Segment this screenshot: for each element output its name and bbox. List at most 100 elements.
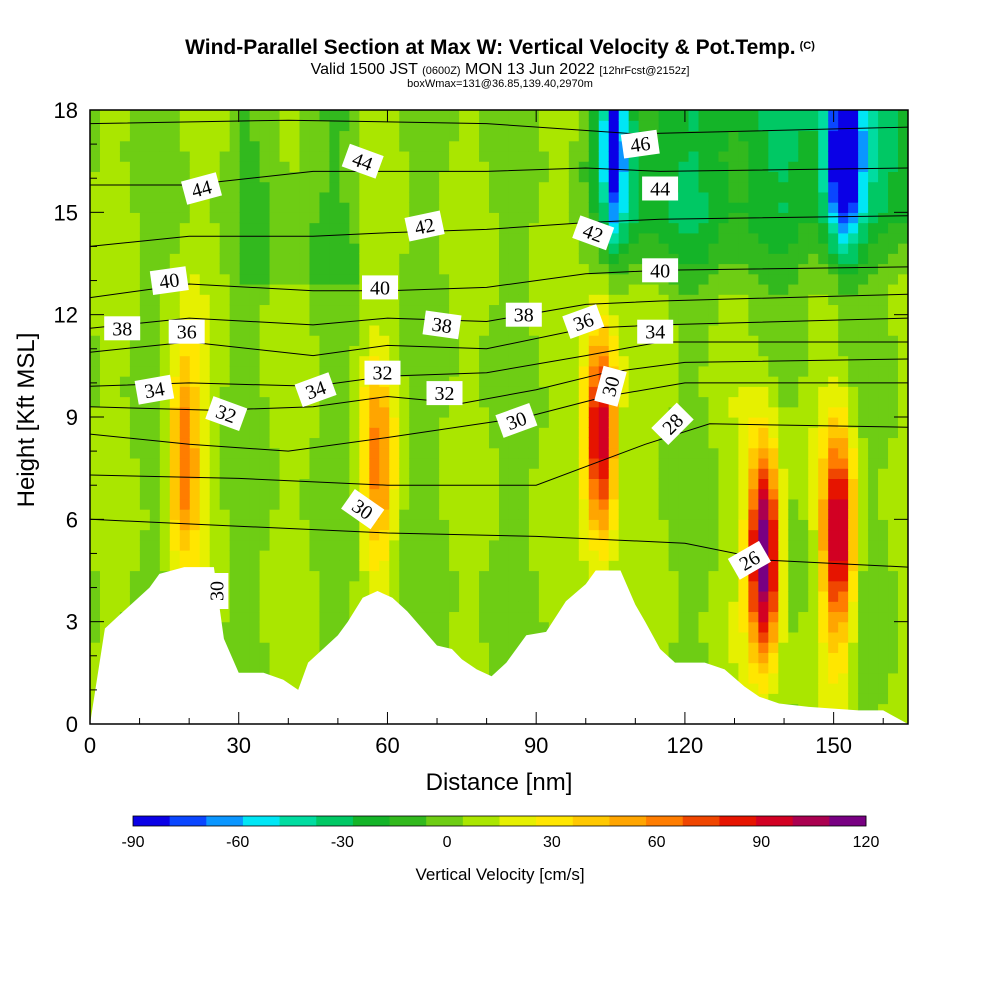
shade-cell: [249, 509, 261, 520]
shade-cell: [508, 243, 520, 254]
shade-cell: [838, 570, 849, 582]
shade-cell: [558, 580, 570, 592]
shade-cell: [828, 376, 839, 387]
shade-cell: [828, 519, 839, 531]
shade-cell: [179, 222, 191, 234]
shade-cell: [389, 488, 400, 500]
shade-cell: [508, 212, 520, 224]
shade-cell: [588, 191, 600, 203]
shade-cell: [269, 161, 281, 172]
shade-cell: [469, 273, 480, 285]
shade-cell: [99, 601, 111, 613]
shade-cell: [678, 222, 690, 234]
shade-cell: [279, 386, 291, 398]
shade-cell: [329, 457, 340, 469]
shade-cell: [119, 345, 131, 357]
shade-cell: [668, 611, 680, 623]
shade-cell: [828, 509, 839, 520]
shade-cell: [888, 386, 899, 398]
shade-cell: [189, 120, 201, 132]
shade-cell: [878, 191, 889, 203]
shade-cell: [239, 243, 251, 254]
shade-cell: [439, 447, 450, 459]
shade-cell: [469, 304, 480, 316]
shade-cell: [758, 253, 769, 265]
shade-cell: [788, 406, 799, 418]
shade-cell: [598, 468, 610, 479]
shade-cell: [678, 437, 690, 449]
shade-cell: [708, 365, 720, 377]
shade-cell: [758, 457, 769, 469]
shade-cell: [578, 478, 590, 490]
shade-cell: [249, 539, 261, 551]
shade-cell: [139, 365, 151, 377]
shade-cell: [109, 376, 121, 387]
shade-cell: [838, 437, 849, 449]
shade-cell: [329, 335, 340, 346]
shade-cell: [878, 468, 889, 479]
shade-cell: [848, 150, 859, 162]
shade-cell: [189, 529, 201, 541]
shade-cell: [718, 498, 730, 510]
shade-cell: [479, 560, 490, 572]
shade-cell: [728, 110, 740, 121]
shade-cell: [119, 498, 131, 510]
shade-cell: [858, 110, 869, 121]
shade-cell: [548, 294, 560, 306]
shade-cell: [688, 355, 700, 367]
shade-cell: [858, 355, 869, 367]
shade-cell: [778, 488, 789, 500]
shade-cell: [249, 478, 261, 490]
shade-cell: [718, 560, 730, 572]
shade-cell: [628, 468, 640, 479]
shade-cell: [259, 150, 271, 162]
shade-cell: [788, 498, 799, 510]
shade-cell: [319, 304, 331, 316]
shade-cell: [828, 345, 839, 357]
shade-cell: [429, 181, 440, 193]
shade-cell: [309, 140, 321, 152]
shade-cell: [399, 120, 410, 132]
shade-cell: [768, 406, 779, 418]
shade-cell: [309, 202, 321, 213]
shade-cell: [229, 488, 241, 500]
shade-cell: [558, 488, 570, 500]
shade-cell: [728, 662, 740, 674]
shade-cell: [548, 171, 560, 183]
shade-cell: [219, 519, 231, 531]
shade-cell: [209, 365, 221, 377]
shade-cell: [99, 580, 111, 592]
shade-cell: [189, 539, 201, 551]
shade-cell: [429, 345, 440, 357]
shade-cell: [698, 642, 710, 653]
shade-cell: [439, 437, 450, 449]
shade-cell: [828, 355, 839, 367]
shade-cell: [568, 130, 580, 142]
shade-cell: [279, 478, 291, 490]
shade-cell: [269, 181, 281, 193]
shade-cell: [449, 335, 460, 346]
shade-cell: [858, 468, 869, 479]
shade-cell: [359, 181, 370, 193]
shade-cell: [339, 283, 350, 295]
shade-cell: [269, 611, 281, 623]
shade-cell: [768, 161, 779, 172]
shade-cell: [459, 550, 470, 561]
shade-cell: [449, 120, 460, 132]
shade-cell: [409, 601, 420, 613]
shade-cell: [249, 345, 261, 357]
shade-cell: [189, 376, 201, 387]
shade-cell: [219, 376, 231, 387]
shade-cell: [499, 161, 510, 172]
shade-cell: [109, 171, 121, 183]
shade-cell: [359, 457, 370, 469]
contour-label-bg: [362, 275, 398, 300]
shade-cell: [229, 120, 241, 132]
shade-cell: [548, 150, 560, 162]
shade-cell: [808, 355, 819, 367]
contour-label: 42: [404, 210, 445, 242]
shade-cell: [548, 550, 560, 561]
shade-cell: [598, 294, 610, 306]
shade-cell: [808, 171, 819, 183]
shade-cell: [758, 631, 769, 643]
